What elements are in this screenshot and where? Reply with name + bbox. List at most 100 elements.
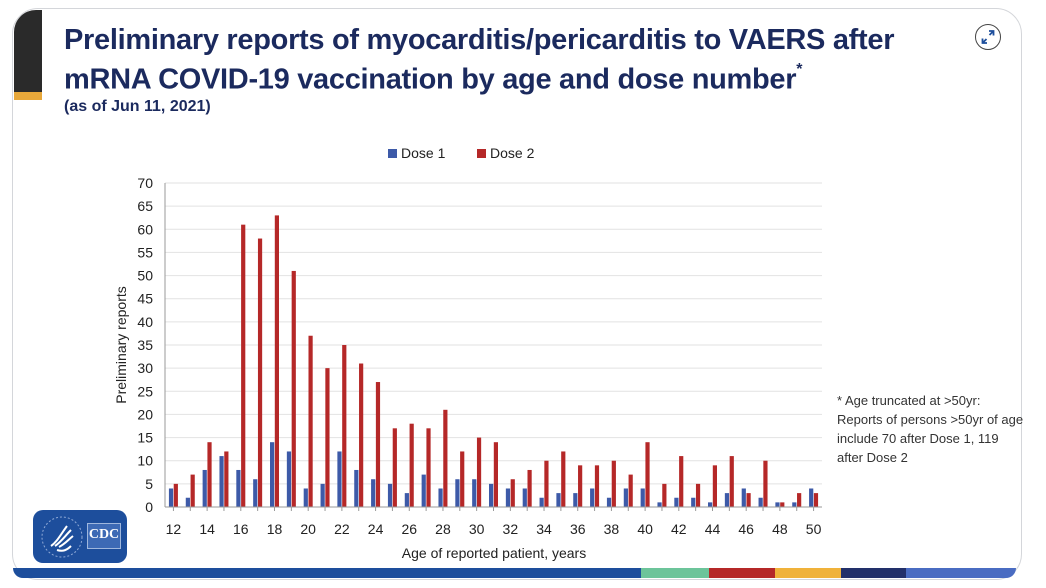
bar-dose1-age-44	[708, 502, 713, 507]
y-tick-label: 60	[137, 221, 153, 237]
bar-dose2-age-24	[375, 382, 381, 507]
bar-dose1-age-28	[438, 488, 443, 507]
bar-dose2-age-17	[257, 238, 263, 508]
bar-dose1-age-12	[168, 488, 174, 507]
bar-dose1-age-49	[792, 502, 797, 507]
bar-dose2-age-25	[392, 428, 397, 507]
x-tick-label: 26	[401, 521, 417, 537]
bar-dose1-age-29	[455, 479, 460, 507]
y-tick-label: 50	[137, 268, 153, 284]
y-tick-label: 5	[145, 476, 153, 492]
x-tick-label: 16	[233, 521, 249, 537]
expand-button[interactable]	[975, 24, 1001, 50]
bar-dose2-age-12	[173, 483, 178, 507]
stripe-segment	[709, 568, 775, 578]
title-line-1: Preliminary reports of myocarditis/peric…	[64, 24, 895, 56]
y-tick-label: 20	[137, 406, 153, 422]
title-asterisk: *	[796, 61, 803, 78]
x-tick-label: 20	[300, 521, 316, 537]
bar-dose2-age-27	[426, 428, 431, 507]
bar-dose2-age-36	[578, 465, 583, 507]
stripe-segment	[641, 568, 709, 578]
bar-dose1-age-34	[539, 497, 544, 507]
slide-card	[12, 8, 1022, 580]
bar-dose1-age-17	[253, 479, 258, 507]
x-tick-label: 36	[570, 521, 586, 537]
bar-dose1-age-32	[505, 488, 511, 507]
bar-dose2-age-50	[813, 493, 819, 507]
y-tick-label: 40	[137, 314, 153, 330]
bar-dose1-age-37	[590, 488, 595, 507]
x-axis-label: Age of reported patient, years	[402, 545, 586, 561]
bar-dose2-age-14	[207, 442, 212, 507]
bar-dose2-age-40	[645, 442, 650, 507]
x-tick-label: 48	[772, 521, 788, 537]
x-tick-label: 44	[705, 521, 721, 537]
bar-dose2-age-39	[628, 474, 633, 507]
bar-dose1-age-50	[809, 488, 814, 507]
bar-dose2-age-35	[561, 451, 566, 507]
bar-dose1-age-38	[606, 497, 612, 507]
bar-dose1-age-46	[741, 488, 746, 507]
y-tick-label: 65	[137, 198, 153, 214]
bar-dose1-age-43	[691, 497, 696, 507]
bar-dose2-age-43	[695, 483, 701, 507]
bar-dose2-age-49	[797, 493, 802, 507]
cdc-logo-text: CDC	[87, 523, 121, 549]
stripe-segment	[13, 568, 641, 578]
x-tick-label: 46	[738, 521, 754, 537]
accent-bar-dark	[14, 10, 42, 92]
y-tick-label: 70	[137, 175, 153, 191]
bar-dose2-age-45	[729, 456, 734, 507]
accent-bar-gold	[14, 92, 42, 100]
y-tick-label: 45	[137, 291, 153, 307]
x-tick-label: 30	[469, 521, 485, 537]
bar-dose2-age-34	[544, 460, 549, 507]
stripe-segment	[906, 568, 1016, 578]
bars	[168, 215, 819, 508]
hhs-eagle-icon	[41, 516, 83, 558]
bar-dose1-age-21	[320, 483, 325, 507]
y-tick-label: 55	[137, 244, 153, 260]
bar-dose1-age-14	[202, 469, 207, 507]
bar-dose1-age-40	[640, 488, 645, 507]
x-tick-label: 32	[503, 521, 519, 537]
bar-dose2-age-48	[780, 502, 785, 507]
bar-dose1-age-39	[623, 488, 628, 507]
x-tick-label: 38	[604, 521, 620, 537]
x-tick-label: 12	[166, 521, 182, 537]
bar-dose1-age-48	[775, 502, 780, 507]
bar-dose2-age-41	[662, 483, 667, 507]
stripe-segment	[775, 568, 841, 578]
y-axis-ticks: 0 5 10 15 20 25 30 35 40 45 50 55 60 65 70	[137, 175, 153, 515]
y-tick-label: 30	[137, 360, 153, 376]
x-tick-label: 18	[267, 521, 283, 537]
legend-label-dose2: Dose 2	[490, 145, 535, 161]
bar-dose1-age-25	[387, 483, 393, 507]
bar-dose1-age-24	[371, 479, 376, 507]
y-tick-label: 0	[145, 499, 153, 515]
legend: Dose 1 Dose 2	[388, 145, 535, 161]
bar-dose1-age-15	[219, 456, 224, 507]
bar-dose1-age-36	[573, 493, 578, 507]
y-tick-label: 25	[137, 383, 153, 399]
slide-subtitle: (as of Jun 11, 2021)	[64, 98, 211, 115]
slide-title: Preliminary reports of myocarditis/peric…	[64, 24, 954, 97]
bar-dose2-age-47	[763, 460, 768, 507]
bar-dose1-age-18	[270, 442, 275, 507]
bar-dose2-age-37	[594, 465, 600, 507]
gridlines	[165, 182, 822, 485]
cdc-logo: CDC	[33, 510, 127, 563]
x-tick-label: 24	[368, 521, 384, 537]
bar-dose2-age-46	[746, 493, 751, 507]
footnote: * Age truncated at >50yr: Reports of per…	[837, 393, 1024, 465]
bar-dose2-age-23	[359, 363, 364, 507]
expand-icon	[981, 30, 995, 44]
stripe-segment	[841, 568, 906, 578]
bar-dose2-age-38	[611, 460, 616, 507]
y-axis-label: Preliminary reports	[113, 286, 129, 403]
legend-label-dose1: Dose 1	[401, 145, 446, 161]
bar-dose1-age-16	[236, 469, 241, 507]
x-tick-label: 40	[637, 521, 653, 537]
